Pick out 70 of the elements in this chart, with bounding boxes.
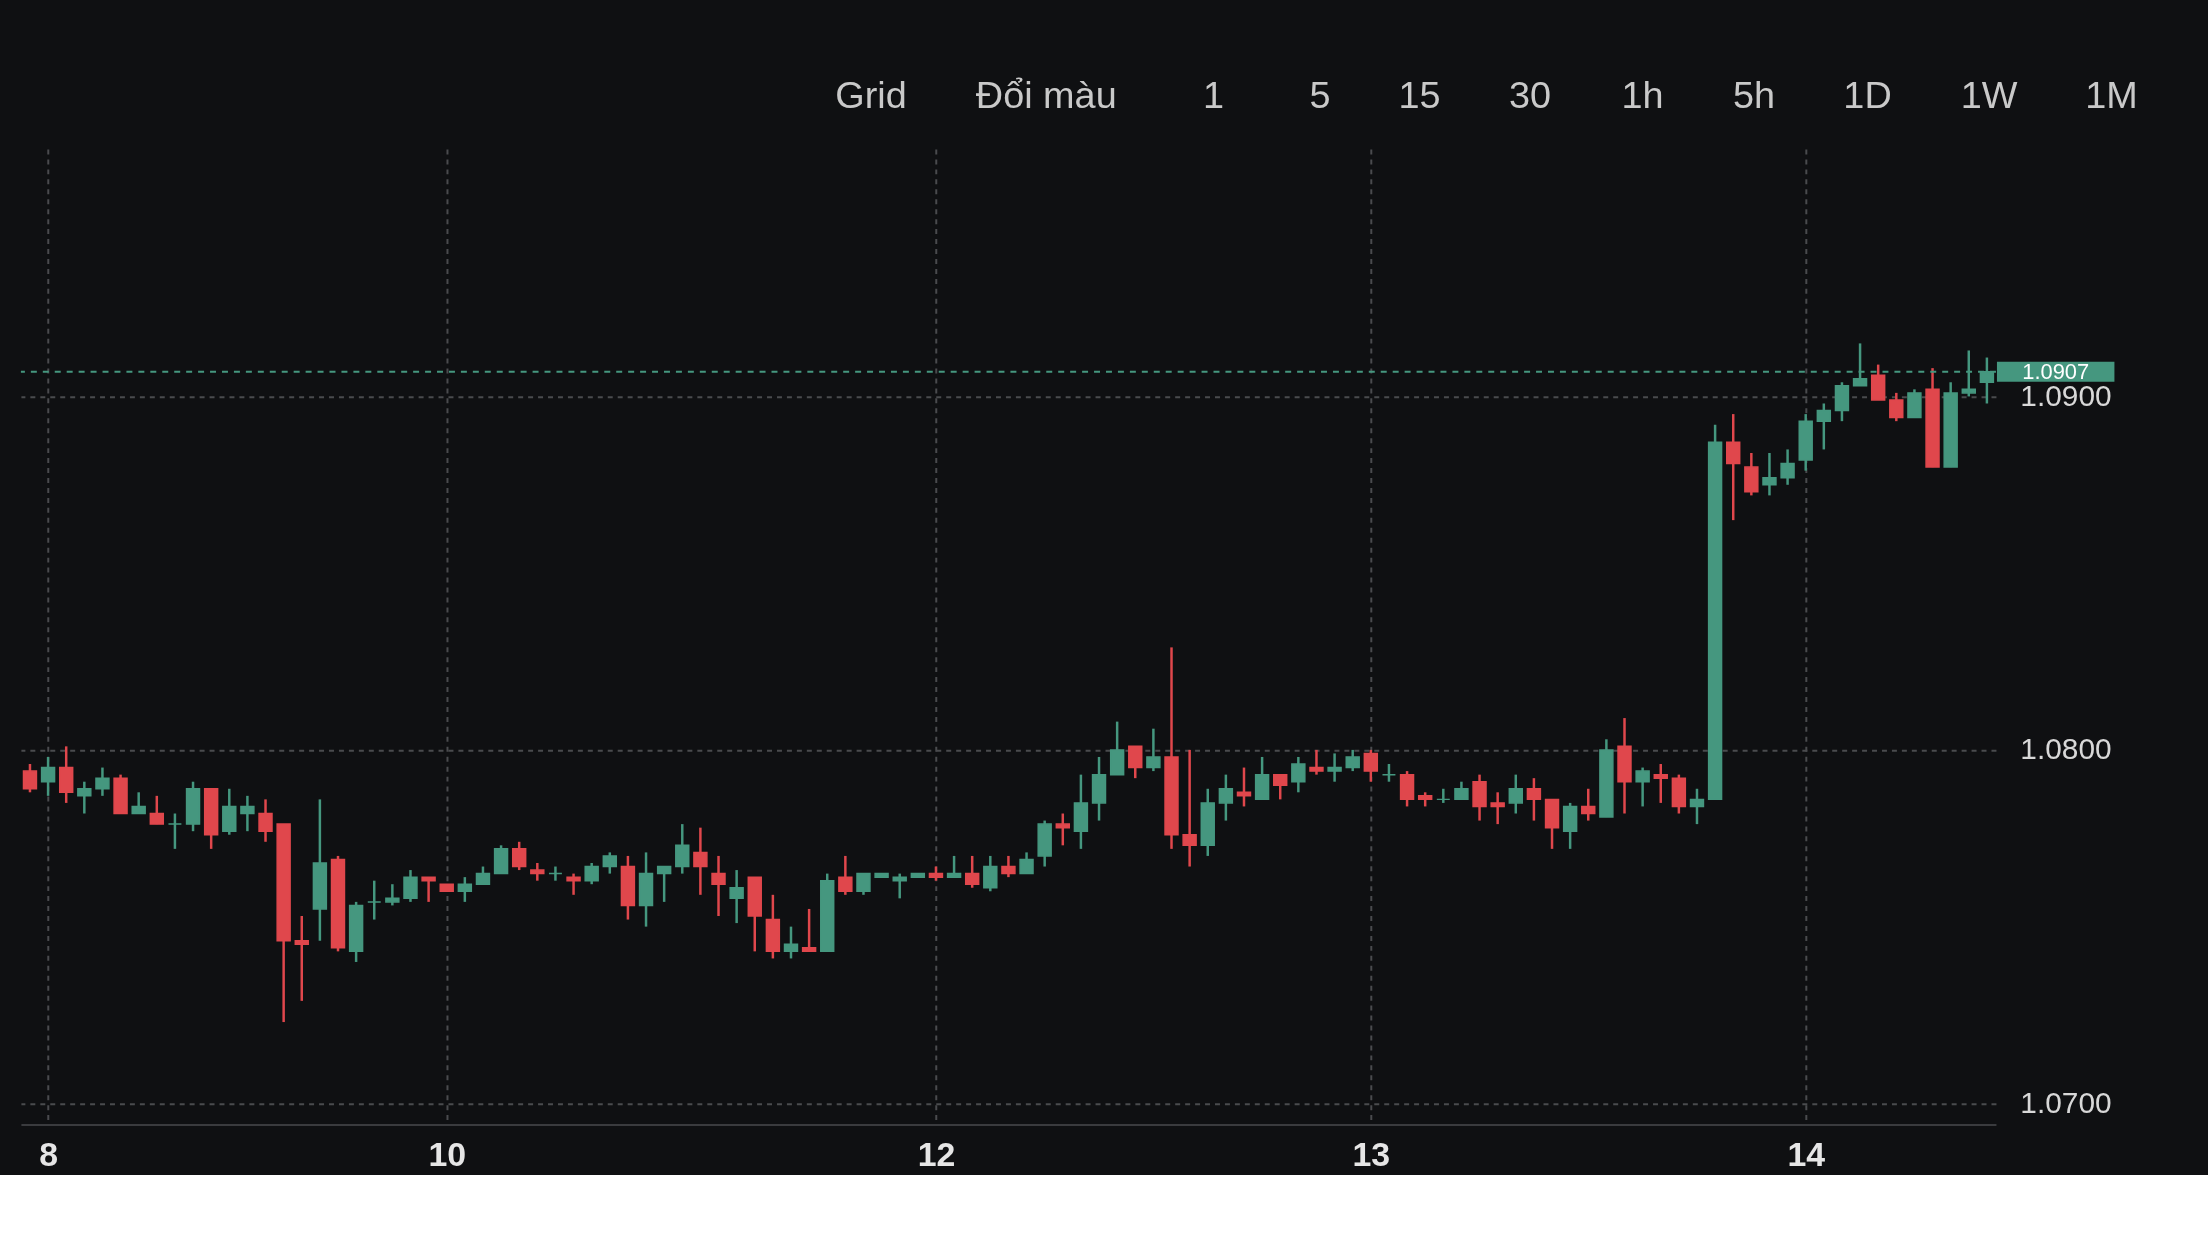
candlestick	[1182, 748, 1197, 868]
candlestick	[1236, 766, 1252, 808]
candlestick	[1128, 745, 1143, 780]
candlestick	[403, 868, 418, 904]
x-tick-label: 10	[428, 1134, 467, 1173]
candlestick	[167, 812, 183, 851]
candlestick	[1726, 412, 1741, 522]
candlestick	[40, 755, 56, 798]
candlestick	[149, 794, 165, 826]
candlestick	[258, 798, 273, 844]
candlestick	[1508, 773, 1524, 815]
x-tick-label: 12	[917, 1134, 956, 1173]
candlestick	[240, 794, 255, 833]
text: Grid	[835, 74, 907, 117]
text: 1 5 15 30 1h 5h 1D 1W 1M	[1202, 74, 2138, 117]
candlestick	[602, 851, 618, 875]
x-tick-label: 13	[1352, 1134, 1391, 1173]
candlestick	[1490, 791, 1505, 826]
candlestick	[1273, 773, 1288, 801]
candlestick	[801, 907, 817, 953]
candlestick	[656, 865, 672, 904]
candlestick	[711, 854, 726, 918]
candlestick	[22, 762, 38, 794]
candlestick	[566, 872, 581, 897]
candlestick	[1146, 727, 1161, 773]
candlestick	[1345, 748, 1360, 773]
text: Đổi màu	[975, 74, 1117, 117]
candlestick	[294, 914, 309, 1003]
candlestick	[1816, 402, 1832, 451]
candlestick	[1526, 776, 1542, 822]
candlestick	[548, 865, 563, 882]
x-tick-label: 14	[1787, 1134, 1826, 1173]
candlestick	[1327, 752, 1342, 783]
candlestick	[964, 854, 980, 889]
candlestick	[1689, 787, 1705, 826]
candlestick	[1309, 748, 1324, 776]
candlestick	[693, 826, 708, 897]
candlestick	[1581, 787, 1596, 822]
candlestick	[856, 872, 871, 897]
candlestick	[385, 882, 400, 907]
candlestick	[421, 875, 436, 904]
candlestick	[367, 879, 382, 921]
candlestick	[131, 791, 146, 815]
candlestick	[1762, 451, 1777, 497]
x-tick-label: 8	[39, 1134, 58, 1173]
candlestick	[1291, 755, 1306, 794]
candlestick	[457, 875, 473, 904]
candlestick	[1889, 391, 1904, 423]
candlestick	[783, 925, 799, 960]
candlestick	[1436, 787, 1451, 805]
candlestick	[1218, 773, 1234, 822]
candlestick	[675, 822, 690, 875]
y-tick-label: 1.0700	[2020, 1085, 2112, 1119]
candlestick	[1001, 854, 1016, 879]
candlestick	[77, 780, 92, 815]
candlestick	[1635, 766, 1650, 808]
y-tick-label: 1.0800	[2020, 732, 2112, 766]
candlestick	[1019, 851, 1034, 875]
candlestick	[1653, 762, 1668, 805]
candlestick	[1055, 812, 1071, 847]
candlestick	[946, 854, 962, 879]
candlestick	[729, 868, 744, 925]
candlestick	[1363, 748, 1379, 783]
candlestick	[584, 861, 599, 886]
candlestick	[95, 766, 110, 798]
candlestick	[983, 854, 998, 893]
candlestick	[1780, 448, 1795, 487]
candlestick	[511, 840, 527, 872]
candlestick	[892, 872, 907, 900]
candlestick	[838, 854, 853, 897]
